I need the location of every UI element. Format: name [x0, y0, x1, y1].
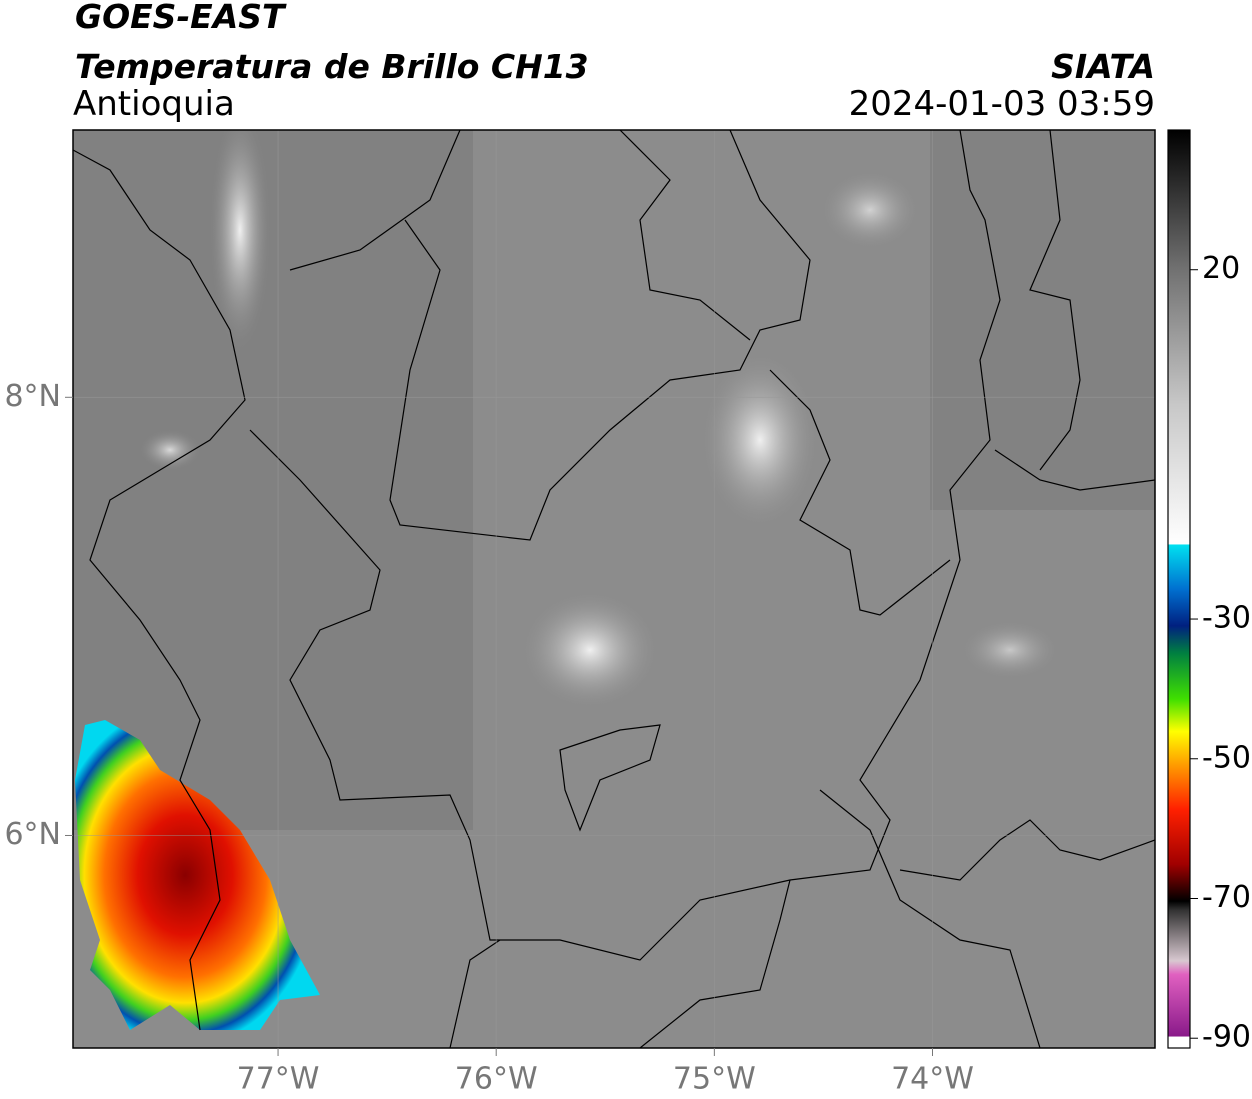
subtitle: Temperatura de Brillo CH13	[75, 47, 589, 86]
colorbar-tick-label: -70	[1202, 880, 1251, 915]
timestamp: 2024-01-03 03:59	[849, 84, 1155, 124]
map-imagery	[73, 130, 1155, 1048]
x-tick-label: 75°W	[673, 1062, 756, 1097]
colorbar-tick-label: -30	[1202, 601, 1251, 636]
x-tick-label: 77°W	[237, 1062, 320, 1097]
colorbar-tick-label: -90	[1202, 1020, 1251, 1055]
title: GOES-EAST	[75, 0, 287, 36]
graticule	[73, 130, 1155, 1048]
map-frame	[72, 129, 1156, 1049]
borders	[73, 130, 1155, 1048]
colorbar-tick-label: 20	[1202, 251, 1240, 286]
x-tick-label: 76°W	[455, 1062, 538, 1097]
x-tick-label: 74°W	[891, 1062, 974, 1097]
colorbar-tick-label: -50	[1202, 740, 1251, 775]
colorbar	[1167, 129, 1191, 1049]
y-tick-label: 6°N	[4, 817, 61, 852]
y-tick-label: 8°N	[4, 379, 61, 414]
source: SIATA	[1051, 47, 1155, 86]
region: Antioquia	[73, 84, 235, 124]
